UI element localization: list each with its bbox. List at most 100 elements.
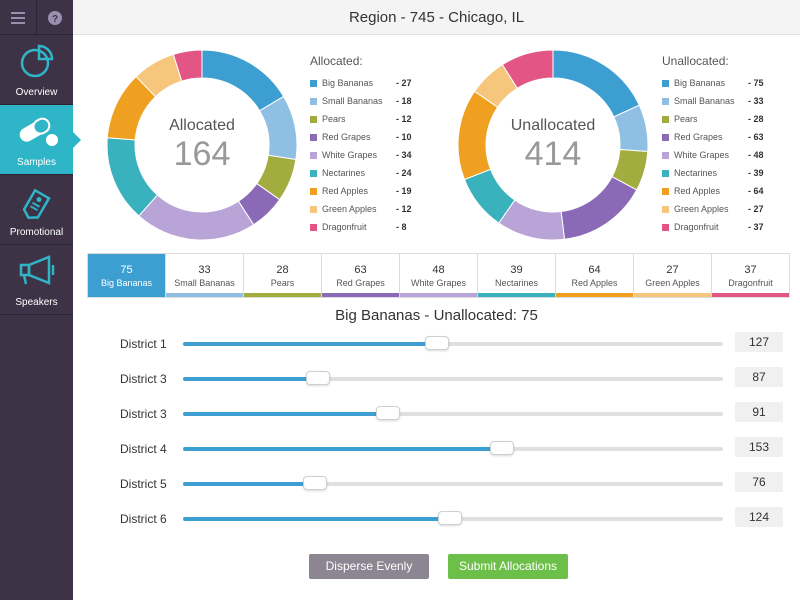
district-value-field[interactable]: 124	[735, 507, 783, 527]
legend-swatch	[662, 79, 669, 87]
sidebar-item-speakers[interactable]: Speakers	[0, 245, 73, 315]
legend-name: Nectarines	[322, 168, 366, 178]
help-icon: ?	[47, 10, 62, 25]
sidebar-item-promotional[interactable]: Promotional	[0, 175, 73, 245]
tab-small-bananas[interactable]: 33 Small Bananas	[166, 254, 244, 297]
district-slider-fill	[183, 412, 389, 416]
tab-count: 37	[744, 264, 757, 276]
tab-green-apples[interactable]: 27 Green Apples	[634, 254, 712, 297]
district-slider-row: District 3 87	[120, 367, 783, 391]
tab-big-bananas[interactable]: 75 Big Bananas	[88, 254, 166, 297]
legend-value: - 24	[396, 168, 412, 178]
unallocated-legend-row-big-bananas: Big Bananas - 75	[662, 74, 792, 92]
legend-swatch	[310, 151, 317, 159]
section-title: Big Bananas - Unallocated: 75	[335, 307, 538, 324]
unallocated-slice-big-bananas	[552, 50, 640, 118]
district-slider-fill	[183, 377, 318, 381]
district-slider-handle[interactable]	[438, 511, 463, 525]
tab-label: Dragonfruit	[728, 278, 773, 288]
legend-value: - 28	[748, 114, 764, 124]
allocated-legend-title: Allocated:	[310, 54, 363, 68]
allocated-donut-center: Allocated 164	[122, 117, 282, 173]
legend-name: Nectarines	[674, 168, 718, 178]
menu-button[interactable]	[0, 0, 36, 35]
tab-count: 64	[588, 264, 601, 276]
tab-red-grapes[interactable]: 63 Red Grapes	[322, 254, 400, 297]
tab-count: 75	[120, 264, 133, 276]
tab-label: Green Apples	[645, 278, 700, 288]
unallocated-legend-row-small-bananas: Small Bananas - 33	[662, 92, 792, 110]
district-value-field[interactable]: 127	[735, 332, 783, 352]
unallocated-legend-row-pears: Pears - 28	[662, 110, 792, 128]
legend-value: - 39	[748, 168, 764, 178]
district-slider-track[interactable]	[183, 406, 723, 420]
tab-white-grapes[interactable]: 48 White Grapes	[400, 254, 478, 297]
tab-red-apples[interactable]: 64 Red Apples	[556, 254, 634, 297]
fruit-tabs: 75 Big Bananas 33 Small Bananas 28 Pears 63 Red…	[87, 253, 790, 298]
legend-swatch	[310, 79, 317, 87]
sidebar-item-label: Speakers	[15, 297, 58, 308]
active-indicator	[73, 132, 81, 148]
tab-color-bar	[400, 293, 477, 297]
help-button[interactable]: ?	[36, 0, 72, 35]
district-slider-track[interactable]	[183, 336, 723, 350]
district-value-field[interactable]: 91	[735, 402, 783, 422]
district-slider-handle[interactable]	[424, 336, 449, 350]
district-value-field[interactable]: 76	[735, 472, 783, 492]
district-slider-track[interactable]	[183, 371, 723, 385]
district-slider-track[interactable]	[183, 476, 723, 490]
sidebar-item-samples[interactable]: Samples	[0, 105, 81, 175]
unallocated-legend-row-nectarines: Nectarines - 39	[662, 164, 792, 182]
tab-color-bar	[244, 293, 321, 297]
tab-color-bar	[634, 293, 711, 297]
tab-pears[interactable]: 28 Pears	[244, 254, 322, 297]
legend-name: White Grapes	[322, 150, 378, 160]
legend-value: - 12	[396, 204, 412, 214]
district-slider-row: District 5 76	[120, 472, 783, 496]
legend-value: - 34	[396, 150, 412, 160]
district-slider-track[interactable]	[183, 441, 723, 455]
legend-value: - 37	[748, 222, 764, 232]
sidebar-top-bar: ?	[0, 0, 73, 35]
tab-dragonfruit[interactable]: 37 Dragonfruit	[712, 254, 789, 297]
tab-count: 63	[354, 264, 367, 276]
district-label: District 3	[120, 407, 167, 421]
district-slider-handle[interactable]	[303, 476, 328, 490]
legend-swatch	[662, 169, 669, 177]
tab-count: 48	[432, 264, 445, 276]
district-value-field[interactable]: 87	[735, 367, 783, 387]
legend-name: Red Apples	[322, 186, 369, 196]
district-slider-handle[interactable]	[489, 441, 514, 455]
tab-nectarines[interactable]: 39 Nectarines	[478, 254, 556, 297]
legend-swatch	[662, 187, 669, 195]
district-value-field[interactable]: 153	[735, 437, 783, 457]
allocated-legend-row-nectarines: Nectarines - 24	[310, 164, 440, 182]
unallocated-donut-center: Unallocated 414	[473, 117, 633, 173]
unallocated-slice-dragonfruit	[501, 50, 554, 89]
tab-count: 33	[198, 264, 211, 276]
menu-icon	[11, 11, 25, 24]
legend-value: - 64	[748, 186, 764, 196]
tab-label: Big Bananas	[100, 278, 153, 288]
legend-name: Green Apples	[322, 204, 377, 214]
legend-name: Red Grapes	[674, 132, 723, 142]
page-header: Region - 745 - Chicago, IL	[73, 0, 800, 35]
district-label: District 3	[120, 372, 167, 386]
disperse-evenly-button[interactable]: Disperse Evenly	[309, 554, 429, 579]
legend-value: - 27	[396, 78, 412, 88]
district-slider-handle[interactable]	[306, 371, 330, 385]
allocated-legend-row-red-apples: Red Apples - 19	[310, 182, 440, 200]
legend-value: - 8	[396, 222, 407, 232]
allocated-legend-row-red-grapes: Red Grapes - 10	[310, 128, 440, 146]
legend-value: - 12	[396, 114, 412, 124]
allocated-slice-white-grapes	[138, 194, 255, 240]
sidebar-item-overview[interactable]: Overview	[0, 35, 73, 105]
allocated-donut-title: Allocated	[169, 117, 235, 134]
legend-swatch	[310, 133, 317, 141]
district-slider-handle[interactable]	[376, 406, 401, 420]
tab-count: 39	[510, 264, 523, 276]
unallocated-donut-title: Unallocated	[510, 117, 596, 134]
district-slider-track[interactable]	[183, 511, 723, 525]
submit-allocations-button[interactable]: Submit Allocations	[448, 554, 568, 579]
tab-color-bar	[712, 293, 789, 297]
